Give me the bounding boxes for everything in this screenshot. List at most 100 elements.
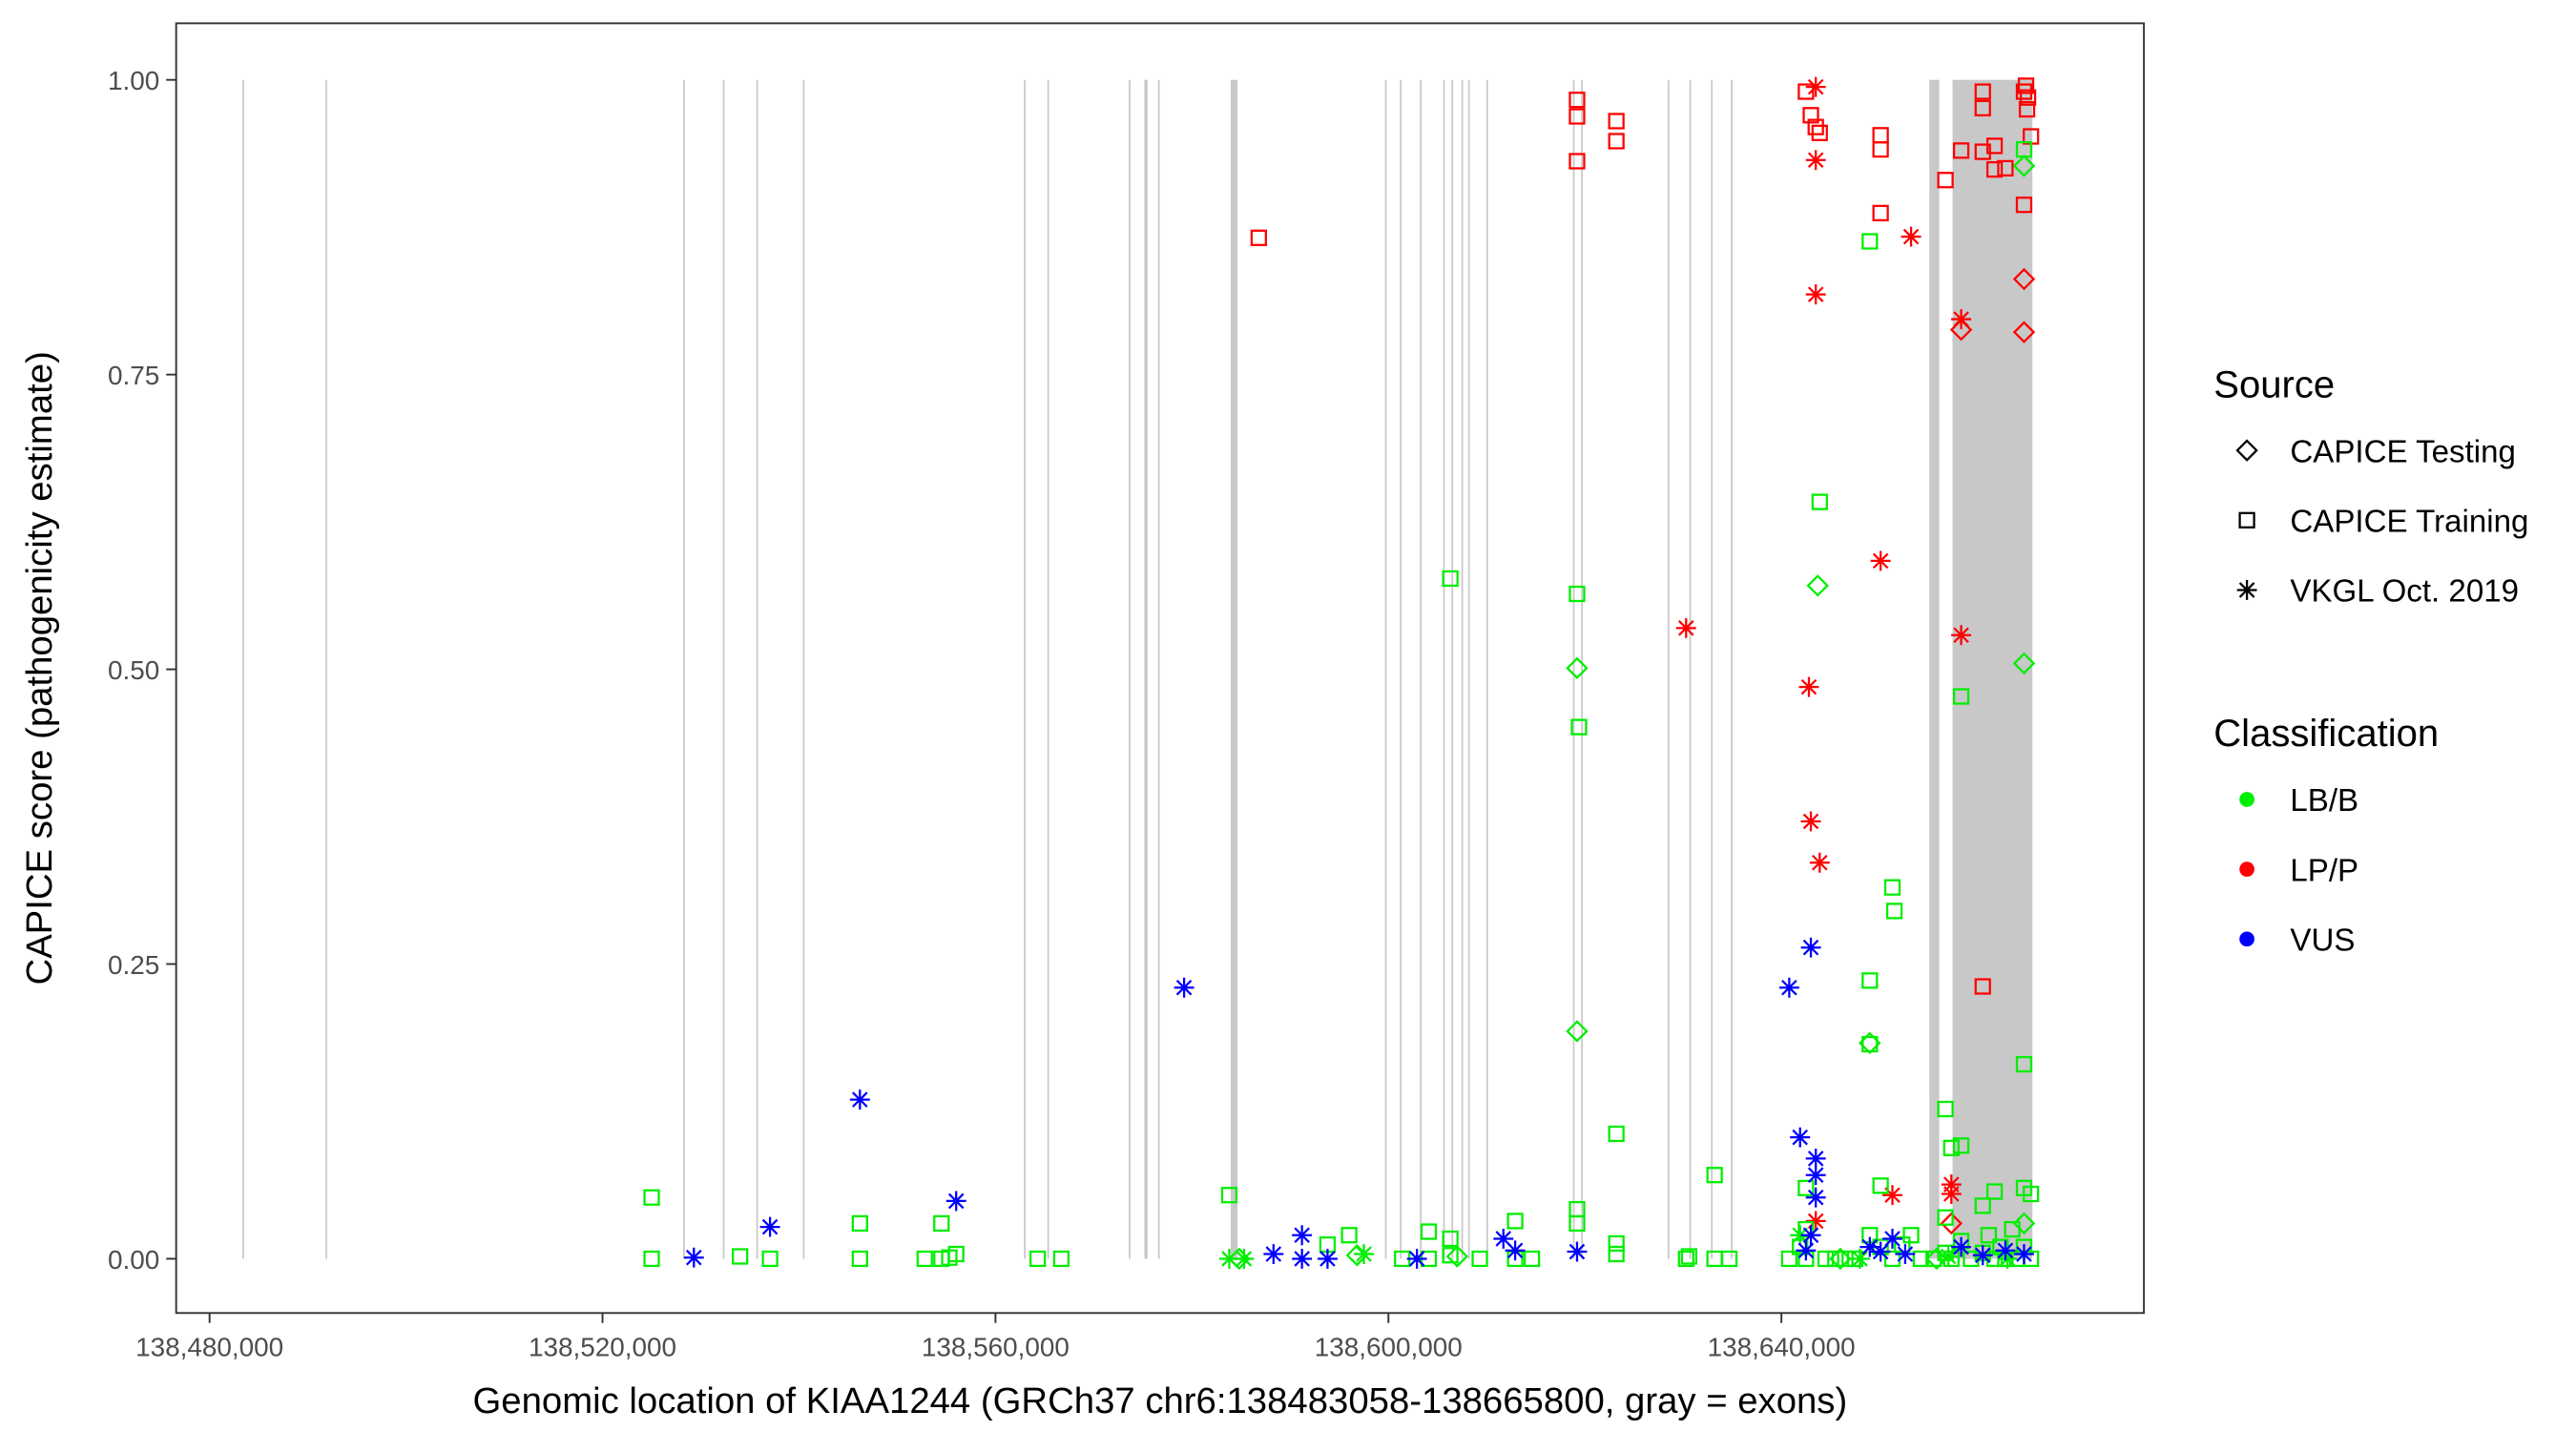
point-training — [1807, 118, 1824, 135]
point-vkgl — [1406, 1249, 1427, 1269]
y-tick-label: 0.50 — [108, 655, 159, 685]
point-vkgl — [1951, 625, 1972, 646]
point-training — [1985, 161, 2004, 178]
point-vkgl — [1263, 1244, 1284, 1264]
point-testing — [1829, 1247, 1852, 1271]
legend: Source Classification CAPICE Testing CAPI… — [2213, 363, 2528, 958]
exon-band — [242, 79, 244, 1259]
point-training — [1608, 1234, 1625, 1253]
point-testing — [1806, 574, 1829, 597]
point-training — [1872, 140, 1889, 158]
point-vkgl — [1995, 1240, 2016, 1261]
point-vkgl — [1805, 1165, 1826, 1186]
x-axis: 138,480,000 138,520,000 138,560,000 138,600… — [135, 1313, 1856, 1362]
exon-band — [1443, 79, 1445, 1259]
point-training — [1442, 1247, 1459, 1264]
exon-band — [1461, 79, 1464, 1259]
point-vkgl — [1778, 977, 1799, 998]
point-training — [1340, 1227, 1358, 1244]
y-tick-label: 0.00 — [108, 1245, 159, 1275]
y-tick-label: 0.75 — [108, 361, 159, 390]
point-training — [1608, 1125, 1625, 1143]
point-training — [2015, 197, 2033, 214]
point-training — [851, 1214, 868, 1233]
point-vkgl — [1805, 1187, 1826, 1208]
legend-source-label: CAPICE Testing — [2290, 434, 2516, 469]
point-training — [1677, 1250, 1694, 1268]
legend-diamond-icon — [2235, 439, 2258, 462]
point-vkgl — [1997, 1249, 2018, 1269]
point-training — [1937, 172, 1954, 189]
point-training — [1997, 159, 2014, 177]
point-vkgl — [1317, 1249, 1338, 1269]
point-training — [916, 1250, 933, 1268]
point-vkgl — [1850, 1249, 1870, 1269]
point-training — [1942, 1250, 1960, 1268]
exon-band — [1157, 79, 1160, 1259]
point-training — [1720, 1250, 1738, 1268]
point-testing — [2012, 267, 2036, 291]
exon-band — [1731, 79, 1733, 1259]
point-vkgl — [1292, 1249, 1313, 1269]
y-tick-label: 1.00 — [108, 66, 159, 95]
point-training — [1952, 688, 1970, 705]
point-training — [1883, 879, 1901, 896]
point-training — [2019, 89, 2037, 106]
point-vkgl — [1882, 1185, 1902, 1206]
point-vkgl — [1790, 1127, 1811, 1148]
point-training — [1885, 902, 1903, 920]
point-training — [2018, 100, 2036, 118]
legend-class-title: Classification — [2213, 713, 2439, 755]
point-vkgl — [1798, 676, 1819, 697]
point-vkgl — [1800, 1225, 1821, 1246]
point-vkgl — [1938, 1246, 1959, 1267]
point-vkgl — [1805, 150, 1826, 171]
point-training — [1974, 83, 1991, 100]
point-training — [1568, 108, 1586, 125]
panel-border — [175, 22, 2146, 1315]
legend-asterisk-icon — [2236, 580, 2257, 600]
point-training — [1570, 718, 1588, 736]
exon-band — [1144, 79, 1148, 1259]
panel-background — [176, 23, 2145, 1314]
point-training — [643, 1189, 660, 1206]
point-training — [2017, 77, 2035, 94]
point-training — [1861, 233, 1879, 250]
point-vkgl — [1859, 1236, 1880, 1257]
data-points — [643, 76, 2040, 1271]
point-vkgl — [1493, 1229, 1514, 1249]
point-training — [2015, 1055, 2033, 1073]
point-training — [1568, 92, 1586, 109]
point-vkgl — [945, 1191, 966, 1212]
point-training — [933, 1214, 950, 1233]
legend-source-label: CAPICE Training — [2290, 504, 2528, 539]
legend-class-label: VUS — [2290, 923, 2355, 959]
point-training — [1220, 1187, 1238, 1204]
exon-band — [1485, 79, 1488, 1259]
point-training — [1420, 1223, 1438, 1240]
point-vkgl — [1505, 1240, 1526, 1261]
point-vkgl — [1809, 852, 1830, 873]
point-training — [1568, 1214, 1586, 1233]
point-vkgl — [1234, 1249, 1255, 1269]
x-tick-label: 138,600,000 — [1315, 1333, 1463, 1362]
point-training — [1985, 137, 2004, 155]
point-training — [1052, 1250, 1070, 1268]
point-training — [2023, 1185, 2040, 1203]
point-testing — [1949, 318, 1973, 342]
point-training — [1942, 1139, 1960, 1156]
exon-band — [1129, 79, 1131, 1259]
point-vkgl — [759, 1216, 780, 1237]
exon-band — [682, 79, 685, 1259]
point-training — [1471, 1250, 1488, 1268]
point-testing — [1445, 1245, 1469, 1268]
point-training — [1802, 107, 1819, 124]
point-training — [1506, 1213, 1524, 1230]
point-training — [1797, 1220, 1815, 1238]
point-testing — [1940, 1212, 1963, 1235]
point-training — [1608, 113, 1625, 130]
point-testing — [1566, 1020, 1589, 1043]
exon-band — [1451, 79, 1454, 1259]
point-vkgl — [683, 1247, 704, 1268]
point-vkgl — [1870, 1241, 1891, 1262]
